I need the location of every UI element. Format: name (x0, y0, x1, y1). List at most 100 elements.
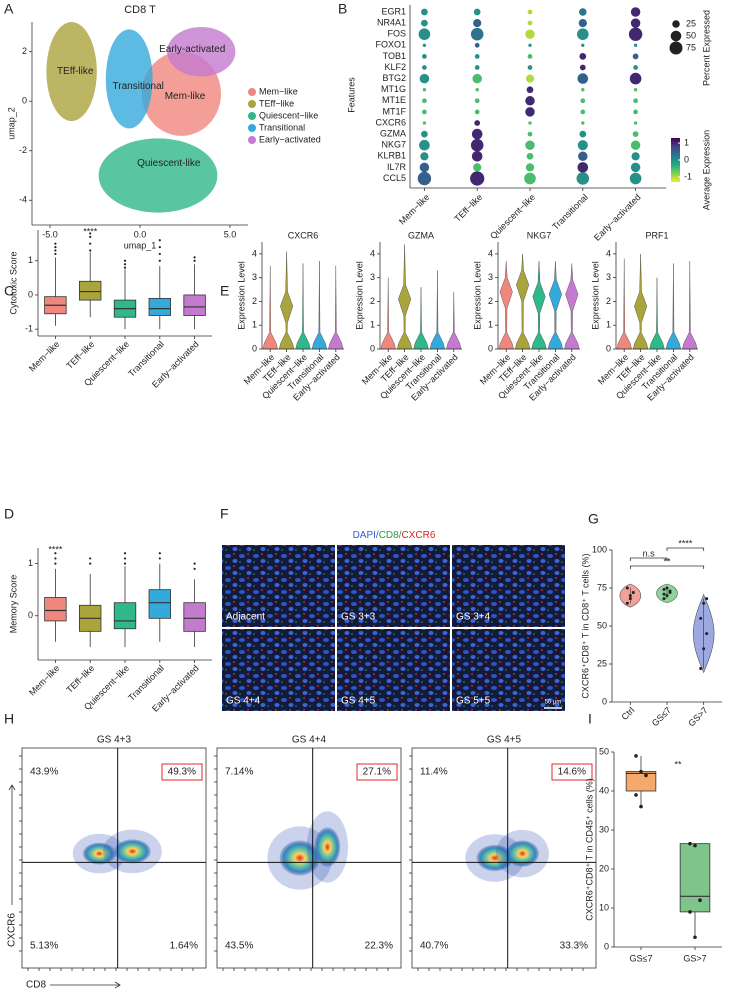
point (628, 597, 632, 601)
dot (471, 128, 483, 140)
y-tick-label: 3 (606, 272, 611, 282)
x-tick-label: -5.0 (42, 229, 58, 239)
cluster-region (46, 21, 97, 122)
y-tick-label: 20 (599, 863, 609, 873)
point (688, 910, 692, 914)
image-label: GS 3+4 (456, 612, 491, 623)
outlier (123, 263, 127, 266)
feature-label: FOS (387, 29, 406, 39)
image-label: GS 3+3 (341, 612, 376, 623)
dot (630, 18, 641, 28)
point (662, 597, 666, 601)
dot (631, 152, 640, 161)
y-tick-label: 1 (252, 320, 257, 330)
point (639, 804, 643, 809)
y-tick-label: 3 (370, 272, 375, 282)
axis-arrow (8, 784, 16, 905)
quadrant-label: 7.14% (225, 767, 253, 778)
outlier (193, 259, 196, 262)
outlier (89, 557, 92, 560)
y-tick-label: 2 (252, 296, 257, 306)
dot (628, 27, 643, 41)
panel-letter: G (588, 511, 599, 527)
x-tick-label: TEff−like (64, 339, 96, 371)
dot (633, 109, 638, 115)
outlier (89, 562, 92, 565)
feature-label: EGR1 (381, 6, 406, 16)
legend-swatch (248, 88, 256, 96)
point (665, 586, 669, 590)
dot (579, 8, 587, 16)
dot (422, 43, 427, 47)
violin (564, 263, 580, 350)
dot (474, 42, 480, 48)
feature-label: MT1G (381, 84, 406, 94)
dot (418, 28, 431, 41)
panel-letter: F (220, 506, 229, 522)
dot (474, 120, 481, 126)
y-tick-label: 1 (28, 558, 33, 568)
micrograph (337, 629, 450, 711)
y-tick-label: 2 (22, 46, 27, 56)
dot (525, 163, 535, 172)
dot (525, 74, 535, 83)
y-tick-label: 1 (488, 320, 493, 330)
quadrant-label: 22.3% (365, 941, 393, 952)
quadrant-label: 43.5% (225, 941, 253, 952)
significance: n.s (643, 548, 656, 558)
significance: ** (674, 759, 682, 769)
y-axis-label: Cytotoxic Score (8, 251, 18, 314)
highlight-box (161, 763, 203, 781)
point (702, 647, 706, 651)
density (476, 844, 514, 872)
point (693, 843, 697, 848)
outlier (123, 266, 127, 269)
quadrant-label: 14.6% (558, 767, 586, 778)
violin (531, 261, 547, 350)
point (631, 591, 635, 595)
dot (419, 139, 430, 151)
dot (525, 29, 535, 39)
legend-label: Mem−like (259, 86, 298, 96)
y-tick-label: 0 (28, 610, 33, 620)
point (705, 632, 709, 636)
box (44, 597, 67, 622)
micrograph (452, 545, 565, 627)
dot (579, 53, 587, 60)
dot (474, 109, 480, 115)
quadrant-label: 27.1% (363, 767, 391, 778)
micrograph (222, 545, 335, 627)
violin (413, 287, 429, 350)
outlier (89, 242, 92, 245)
outlier (54, 552, 57, 555)
y-tick-label: 0 (488, 343, 493, 353)
feature-label: BTG2 (382, 73, 406, 83)
violin (616, 258, 632, 350)
colorbar (671, 138, 680, 182)
quadrant-label: 5.13% (30, 941, 58, 952)
x-tick-label: Mem−like (27, 663, 61, 697)
cluster-label: Mem-like (165, 91, 206, 102)
dot (629, 72, 642, 85)
y-axis-label: Memory Score (8, 575, 18, 634)
density (82, 842, 116, 865)
quadrant-label: 49.3% (168, 767, 196, 778)
point (693, 935, 697, 940)
dot (474, 54, 480, 59)
panel-title: GS 4+3 (97, 735, 132, 746)
outlier (123, 259, 127, 262)
legend-label: Transitional (259, 122, 305, 132)
y-tick-label: 2 (370, 296, 375, 306)
point (699, 667, 703, 671)
point (644, 773, 648, 778)
title-part: DAPI/ (353, 530, 379, 541)
panel-title: NKG7 (527, 230, 552, 240)
size-legend-dot (669, 41, 683, 55)
feature-label: TOB1 (383, 51, 406, 61)
y-tick-label: 50 (597, 620, 607, 630)
violin (682, 261, 698, 350)
outlier (89, 249, 92, 252)
y-tick-label: 100 (592, 544, 607, 554)
dot (581, 88, 585, 92)
